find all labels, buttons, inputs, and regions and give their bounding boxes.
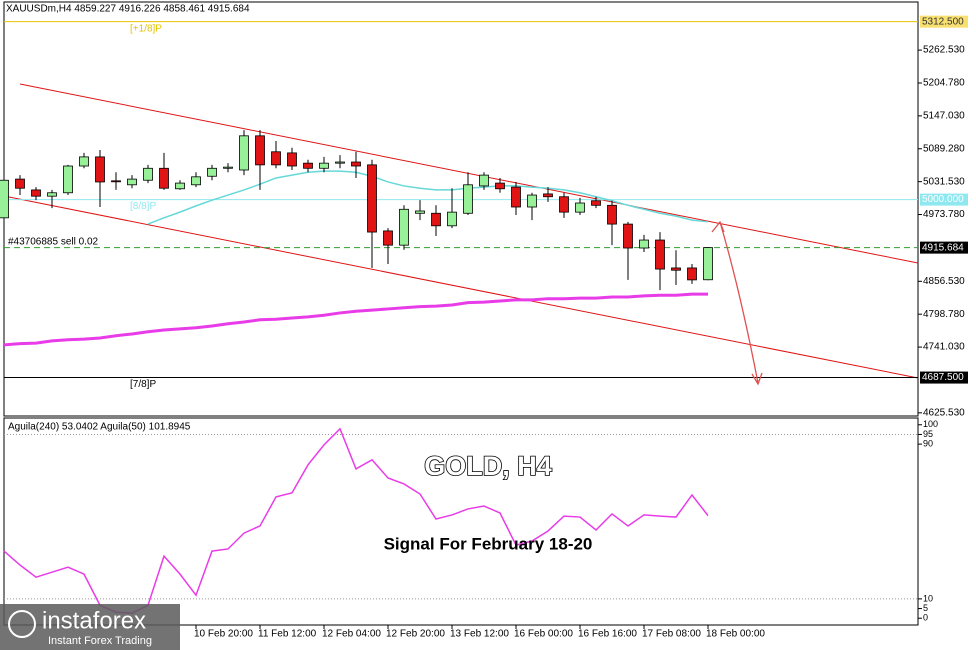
- indicator-panel-frame: [3, 417, 919, 626]
- candle-body: [15, 178, 25, 189]
- candle-body: [0, 179, 9, 219]
- y-tick-label: 4741.030: [923, 342, 965, 353]
- candle-body: [623, 223, 633, 249]
- candle-body: [95, 156, 105, 183]
- indicator-tick-label: 100: [923, 419, 938, 429]
- candle-body: [479, 174, 489, 187]
- chart-title: GOLD, H4: [424, 451, 552, 481]
- chart-subtitle: Signal For February 18-20: [384, 534, 593, 553]
- candle-body: [335, 161, 345, 164]
- candle-body: [303, 162, 313, 169]
- x-tick-label: 13 Feb 12:00: [450, 629, 509, 640]
- candle-body: [447, 211, 457, 227]
- candle-body: [111, 180, 121, 183]
- candle-body: [607, 204, 617, 225]
- level-note: [+1/8]P: [130, 23, 162, 34]
- moving-average: [147, 170, 709, 225]
- candle-body: [543, 193, 553, 198]
- candle-body: [159, 167, 169, 189]
- y-tick-label: 4973.780: [923, 209, 965, 220]
- candle-body: [415, 210, 425, 214]
- level-label-box: [920, 193, 968, 206]
- candle-body: [287, 152, 297, 167]
- brand-icon: [8, 610, 36, 638]
- y-tick-label: 5147.030: [923, 111, 965, 122]
- candle-body: [319, 162, 329, 169]
- indicator-tick-label: 90: [923, 438, 933, 448]
- indicator-tick-label: 95: [923, 429, 933, 439]
- candle-body: [671, 267, 681, 271]
- candle-body: [31, 189, 41, 197]
- candle-body: [687, 267, 697, 281]
- indicator-tick-label: 5: [923, 603, 928, 613]
- level-label: 5312.500: [922, 16, 964, 27]
- candle-body: [223, 166, 233, 169]
- candle-body: [63, 165, 73, 194]
- header: XAUUSDm,H4 4859.227 4916.226 4858.461 49…: [6, 4, 250, 15]
- brand-name: instaforex: [42, 607, 146, 634]
- forecast-arrow: [711, 220, 763, 386]
- candle-body: [431, 212, 441, 227]
- level-note: [8/8]P: [130, 201, 156, 212]
- level-label: 4915.684: [922, 242, 964, 253]
- channel-upper: [19, 83, 919, 264]
- brand-tagline: Instant Forex Trading: [48, 635, 152, 647]
- candle-body: [655, 239, 665, 270]
- y-tick-label: 4625.530: [923, 407, 965, 418]
- candle-body: [271, 151, 281, 166]
- candle-body: [495, 182, 505, 190]
- channel-lower: [3, 195, 919, 379]
- candle-body: [639, 239, 649, 249]
- level-note: [7/8]P: [130, 379, 156, 390]
- brand-backdrop: [0, 604, 180, 650]
- candle-body: [127, 178, 137, 186]
- level-label-box: [920, 371, 968, 384]
- level-label: 5000.000: [922, 194, 964, 205]
- candle-body: [351, 161, 361, 167]
- level-note: #43706885 sell 0.02: [8, 236, 99, 247]
- x-tick-label: 12 Feb 04:00: [322, 629, 381, 640]
- y-tick-label: 4798.780: [923, 309, 965, 320]
- candle-body: [79, 156, 89, 167]
- x-tick-label: 18 Feb 00:00: [706, 629, 765, 640]
- y-tick-label: 5031.530: [923, 176, 965, 187]
- y-tick-label: 5089.280: [923, 143, 965, 154]
- candle-body: [399, 208, 409, 246]
- candle-body: [255, 135, 265, 166]
- candle-body: [383, 230, 393, 246]
- candle-body: [511, 186, 521, 208]
- y-tick-label: 4856.530: [923, 276, 965, 287]
- y-tick-label: 5204.780: [923, 78, 965, 89]
- x-tick-label: 17 Feb 08:00: [642, 629, 701, 640]
- candle-body: [463, 184, 473, 214]
- candle-body: [367, 164, 377, 233]
- candle-body: [591, 200, 601, 206]
- level-label-box: [920, 241, 968, 254]
- x-tick-label: 16 Feb 00:00: [514, 629, 573, 640]
- candle-body: [47, 192, 57, 197]
- indicator-tick-label: 0: [923, 613, 928, 623]
- indicator-tick-label: 10: [923, 593, 933, 603]
- candle-body: [239, 135, 249, 171]
- level-label-box: [920, 15, 968, 28]
- x-tick-label: 11 Feb 12:00: [258, 629, 317, 640]
- candle-body: [191, 176, 201, 186]
- candle-body: [143, 167, 153, 181]
- candle-body: [559, 196, 569, 213]
- candle-body: [175, 182, 185, 190]
- x-tick-label: 16 Feb 16:00: [578, 629, 637, 640]
- y-tick-label: 5262.530: [923, 45, 965, 56]
- moving-average: [3, 292, 708, 347]
- candle-body: [703, 247, 713, 281]
- indicator-legend: Aguila(240) 53.0402 Aguila(50) 101.8945: [8, 422, 191, 433]
- x-tick-label: 12 Feb 20:00: [386, 629, 445, 640]
- x-tick-label: 10 Feb 20:00: [194, 629, 253, 640]
- candle-body: [207, 167, 217, 177]
- level-label: 4687.500: [922, 372, 964, 383]
- candle-body: [575, 202, 585, 213]
- candle-body: [527, 194, 537, 208]
